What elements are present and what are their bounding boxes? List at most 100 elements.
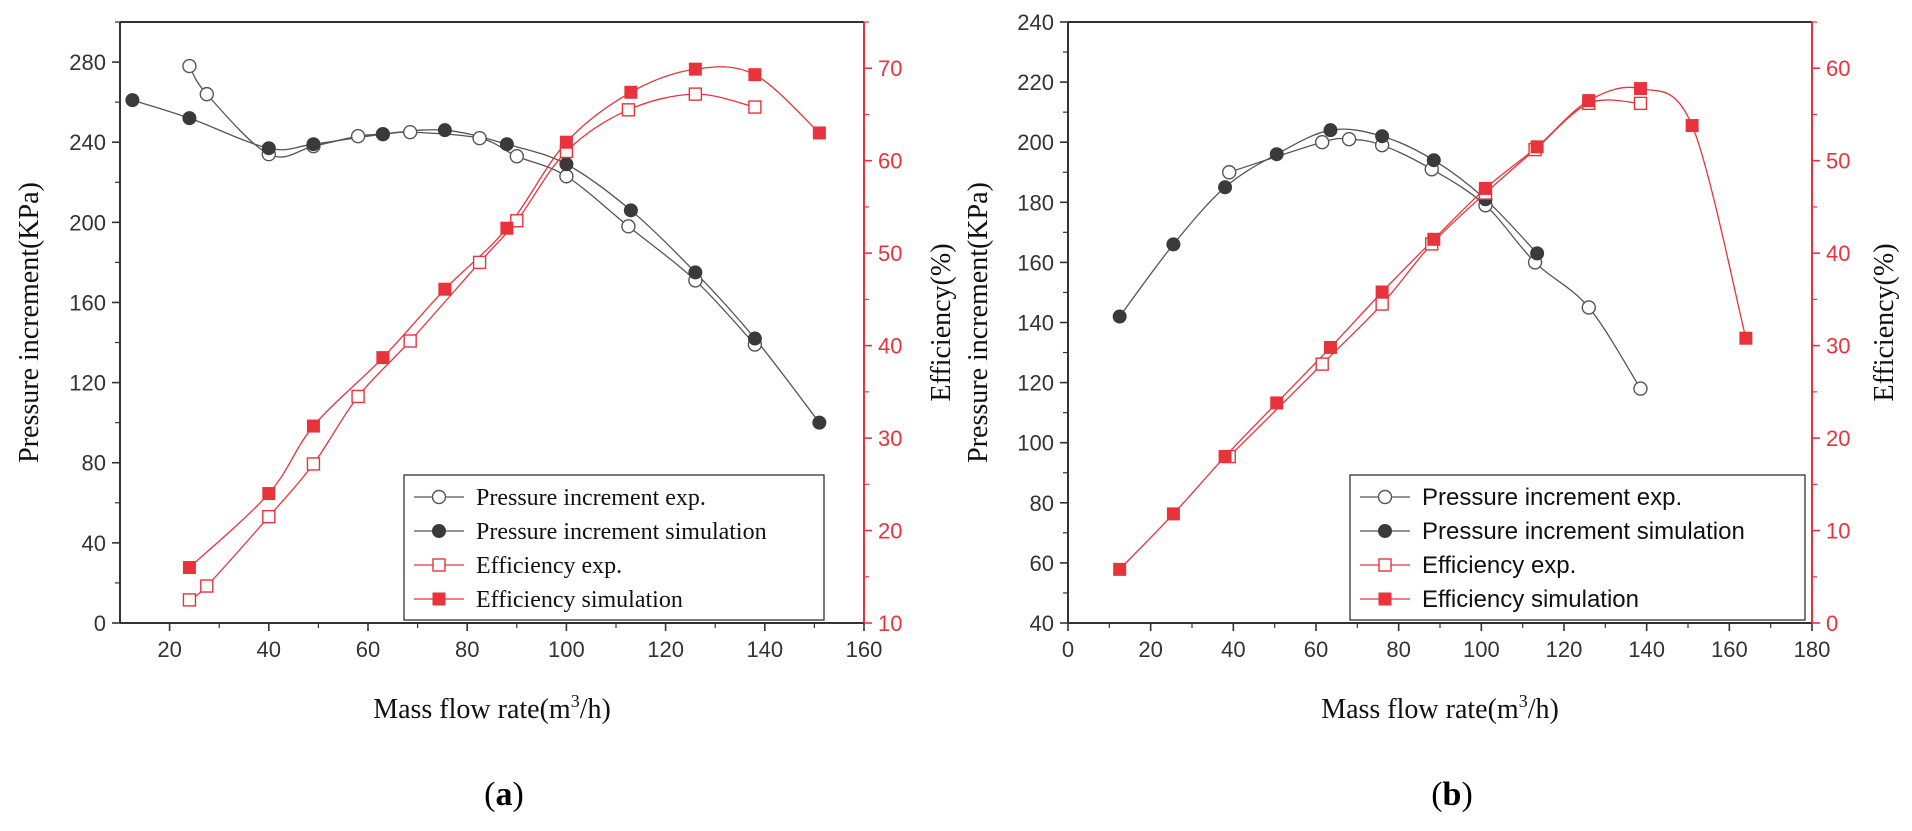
legend: Pressure increment exp. Pressure incremen…: [1349, 474, 1806, 621]
y2-tick-label: 40: [1826, 241, 1850, 266]
legend-marker: [432, 592, 446, 606]
data-point: [182, 561, 196, 575]
y2-tick-label: 20: [1826, 426, 1850, 451]
data-point: [262, 487, 276, 501]
data-point: [376, 351, 390, 365]
legend-label: Pressure increment exp.: [476, 485, 706, 511]
series-line-0: [1229, 137, 1642, 389]
x-tick-label: 120: [647, 637, 684, 662]
legend-marker: [432, 524, 446, 538]
chart-panel-a: 20 40 60 80 100 120 140 160 0 40 80 120 160 200 240 280…: [14, 21, 957, 813]
data-point: [688, 62, 702, 76]
x-tick-label: 60: [1304, 637, 1328, 662]
x-axis-title-main: Mass flow rate(m: [1321, 694, 1519, 725]
y-tick-label: 200: [1017, 130, 1054, 155]
legend-label: Efficiency exp.: [476, 553, 622, 579]
panel-label: (b): [1431, 776, 1473, 813]
panel-label: (a): [484, 776, 524, 813]
data-point: [437, 123, 452, 138]
y-tick-label: 240: [1017, 10, 1054, 35]
data-point: [1478, 181, 1492, 195]
data-point: [403, 334, 417, 348]
panel-label-close: ): [513, 776, 524, 813]
x-tick-label: 0: [1062, 637, 1074, 662]
y-tick-label: 160: [1017, 250, 1054, 275]
y-tick-label: 40: [1030, 611, 1054, 636]
data-point: [748, 100, 762, 114]
data-point: [261, 141, 276, 156]
data-point: [499, 137, 514, 152]
y-tick-label: 100: [1017, 431, 1054, 456]
x-tick-label: 20: [1138, 637, 1162, 662]
y-axis-title: Pressure increment(KPa): [963, 182, 994, 463]
data-point: [747, 331, 762, 346]
data-point: [1633, 381, 1648, 396]
x-axis-title-main: Mass flow rate(m: [373, 694, 571, 725]
y2-tick-label: 20: [878, 519, 902, 544]
legend-label: Pressure increment simulation: [476, 519, 767, 545]
panel-label-close: ): [1461, 776, 1472, 813]
y-tick-label: 60: [1030, 551, 1054, 576]
chart-panel-b: 0 20 40 60 80 100 120 140 160 1804060801001201401…: [963, 10, 1900, 813]
x-axis-title: Mass flow rate(m3/h): [1321, 691, 1559, 725]
y-tick-label: 120: [1017, 371, 1054, 396]
legend-box: [403, 474, 825, 621]
y-tick-label: 280: [69, 50, 106, 75]
data-point: [1581, 300, 1597, 315]
legend-marker: [431, 489, 447, 505]
data-point: [1315, 357, 1329, 371]
legend: Pressure increment exp. Pressure incremen…: [403, 474, 825, 621]
data-point: [1685, 119, 1699, 133]
y2-tick-label: 10: [1826, 519, 1850, 544]
data-point: [1582, 94, 1596, 108]
x-tick-label: 80: [455, 637, 479, 662]
legend-marker: [1377, 489, 1393, 505]
y-tick-label: 40: [82, 531, 106, 556]
data-point: [1113, 562, 1127, 576]
y2-axis-title: Efficiency(%): [926, 243, 957, 401]
x-tick-label: 180: [1794, 637, 1831, 662]
data-point: [472, 255, 487, 270]
data-point: [624, 85, 638, 99]
data-point: [1218, 450, 1232, 464]
x-tick-label: 100: [548, 637, 585, 662]
y-tick-label: 180: [1017, 190, 1054, 215]
data-point: [1341, 131, 1357, 147]
panel-label-letter: a: [496, 776, 513, 813]
y-axis-title: Pressure increment(KPa): [14, 182, 45, 463]
data-point: [1633, 82, 1647, 96]
x-axis-title: Mass flow rate(m3/h): [373, 691, 611, 725]
legend-label: Pressure increment exp.: [1422, 484, 1682, 511]
data-point: [1314, 134, 1330, 150]
data-point: [559, 157, 574, 172]
data-point: [200, 579, 214, 593]
data-point: [1218, 180, 1233, 195]
data-point: [621, 103, 636, 117]
data-point: [1375, 297, 1389, 311]
legend-marker: [1378, 524, 1392, 538]
y2-tick-label: 70: [878, 56, 902, 81]
data-point: [559, 169, 574, 184]
data-point: [402, 124, 418, 140]
series-line-1: [1119, 128, 1538, 317]
x-axis-title-suffix: /h): [1528, 694, 1559, 725]
legend-label: Pressure increment simulation: [1422, 518, 1745, 545]
panel-label-letter: b: [1443, 776, 1462, 813]
data-point: [1426, 153, 1441, 168]
data-point: [306, 137, 321, 152]
y2-tick-label: 40: [878, 334, 902, 359]
y2-tick-label: 50: [1826, 149, 1850, 174]
data-point: [559, 135, 573, 149]
data-point: [1166, 237, 1181, 252]
y-tick-label: 220: [1017, 70, 1054, 95]
data-point: [350, 128, 366, 144]
data-point: [182, 111, 197, 126]
y-tick-label: 120: [69, 371, 106, 396]
panel-label-open: (: [1431, 776, 1442, 813]
y-tick-label: 80: [82, 451, 106, 476]
x-tick-label: 160: [846, 637, 883, 662]
legend-marker: [432, 558, 446, 572]
data-point: [262, 509, 276, 524]
y2-tick-label: 30: [878, 426, 902, 451]
